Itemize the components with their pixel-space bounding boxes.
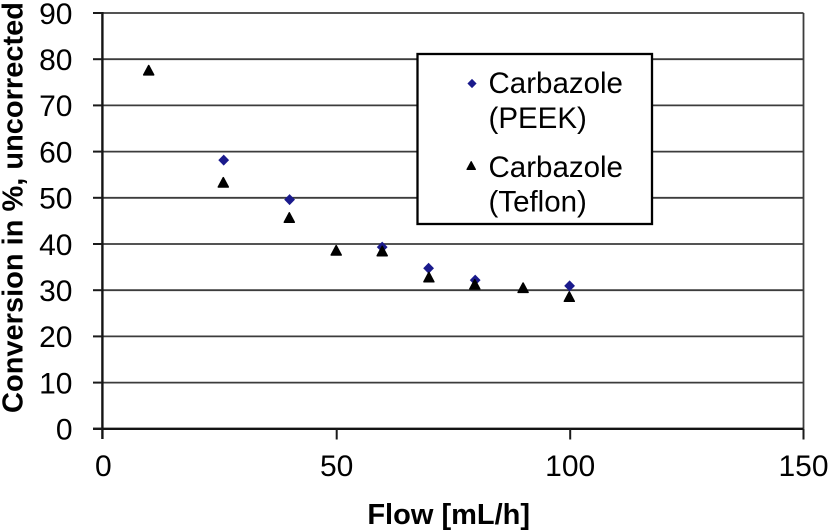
svg-text:50: 50 [320,450,353,483]
svg-text:Carbazole: Carbazole [489,67,623,100]
svg-text:Carbazole: Carbazole [489,151,623,184]
svg-text:150: 150 [778,450,828,483]
svg-text:100: 100 [545,450,595,483]
svg-text:10: 10 [39,367,72,400]
svg-text:Flow [mL/h]: Flow [mL/h] [367,499,530,531]
svg-text:90: 90 [39,0,72,31]
svg-text:0: 0 [56,414,73,447]
svg-text:(Teflon): (Teflon) [489,186,587,219]
svg-text:(PEEK): (PEEK) [489,102,587,135]
svg-text:Conversion in %, uncorrected: Conversion in %, uncorrected [0,2,30,413]
svg-text:20: 20 [39,321,72,354]
svg-text:80: 80 [39,44,72,77]
svg-text:30: 30 [39,275,72,308]
svg-text:50: 50 [39,183,72,216]
svg-text:60: 60 [39,136,72,169]
svg-text:40: 40 [39,229,72,262]
svg-text:0: 0 [95,450,112,483]
svg-text:70: 70 [39,90,72,123]
